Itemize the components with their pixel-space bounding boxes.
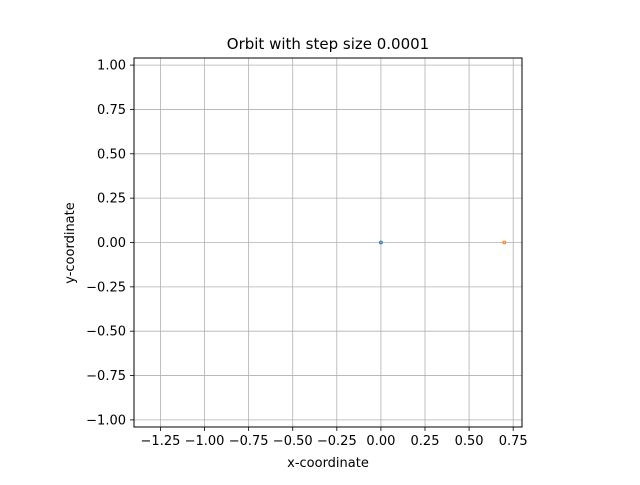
x-tick-label: 0.50 bbox=[455, 434, 484, 449]
y-tick-label: 0.50 bbox=[97, 147, 126, 162]
x-tick-label: 0.25 bbox=[411, 434, 440, 449]
y-tick-label: −0.25 bbox=[86, 280, 126, 295]
y-tick-label: −0.50 bbox=[86, 325, 126, 340]
y-tick-label: 0.75 bbox=[97, 103, 126, 118]
data-point-series-2 bbox=[502, 240, 507, 245]
x-tick-label: −0.75 bbox=[229, 434, 269, 449]
y-tick-label: −1.00 bbox=[86, 413, 126, 428]
y-tick-label: 1.00 bbox=[97, 59, 126, 74]
y-tick-label: 0.00 bbox=[97, 236, 126, 251]
x-tick-label: −0.50 bbox=[273, 434, 313, 449]
y-tick-label: −0.75 bbox=[86, 369, 126, 384]
chart-title: Orbit with step size 0.0001 bbox=[227, 35, 429, 53]
x-axis-label: x-coordinate bbox=[287, 456, 369, 471]
grid bbox=[134, 58, 522, 427]
y-axis: 1.00 0.75 0.50 0.25 0.00 −0.25 −0.50 −0.75 −1.00 bbox=[86, 59, 134, 428]
x-tick-label: 0.00 bbox=[366, 434, 395, 449]
y-axis-label: y-coordinate bbox=[63, 202, 78, 284]
x-tick-label: 0.75 bbox=[499, 434, 528, 449]
x-tick-label: −1.00 bbox=[185, 434, 225, 449]
x-axis: −1.25 −1.00 −0.75 −0.50 −0.25 0.00 0.25 0.50 0.7… bbox=[141, 427, 528, 449]
y-tick-label: 0.25 bbox=[97, 192, 126, 207]
data-points bbox=[379, 240, 507, 245]
x-tick-label: −1.25 bbox=[141, 434, 181, 449]
x-tick-label: −0.25 bbox=[317, 434, 357, 449]
data-point-series-1 bbox=[379, 240, 383, 245]
